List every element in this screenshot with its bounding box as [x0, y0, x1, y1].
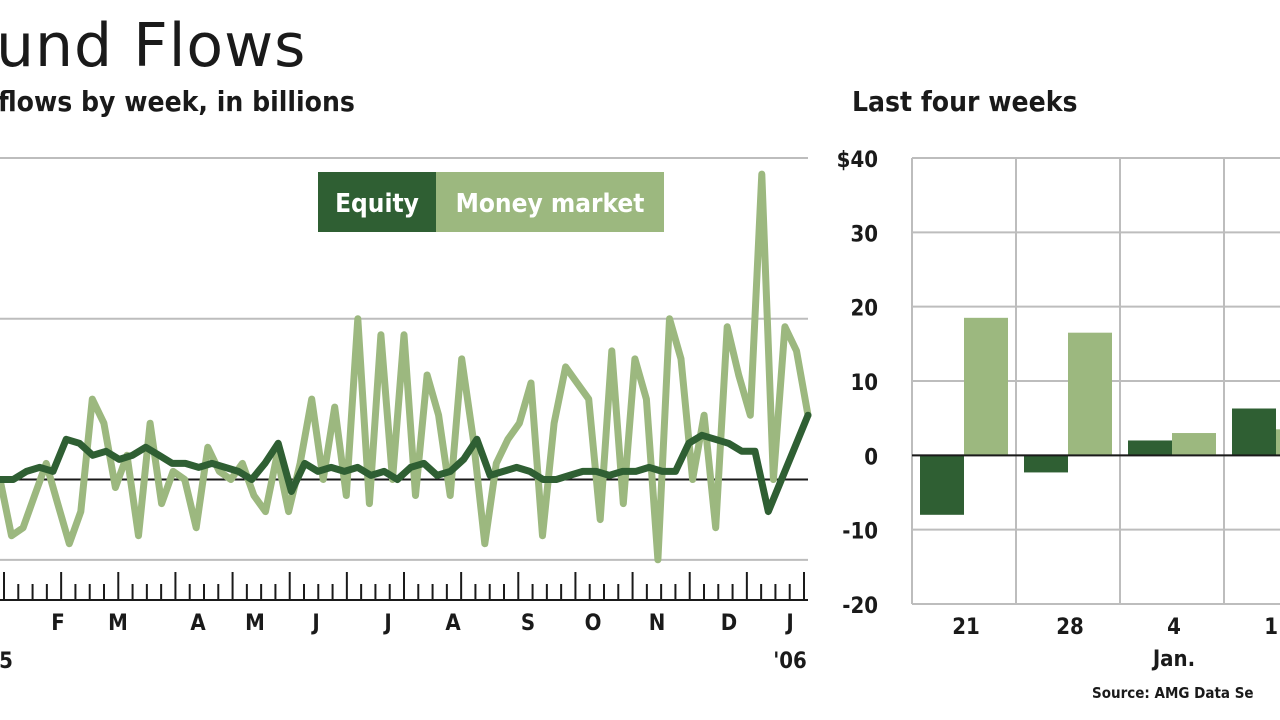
x-month-label: J: [784, 611, 793, 636]
x-category-label: 28: [1056, 615, 1084, 640]
x-month-label: M: [245, 611, 265, 636]
x-month-label: A: [445, 611, 461, 636]
x-category-sublabel: Jan.: [1151, 647, 1195, 672]
y-tick-label: $40: [837, 150, 878, 173]
y-tick-label: -10: [842, 520, 878, 545]
last-four-weeks-svg: -20 -10 0 10 20 30 $40 21 28 4 Jan. 11: [837, 150, 1280, 672]
y-tick-label: -20: [842, 594, 878, 619]
bar-equity: [920, 455, 964, 515]
chart-title: und Flows: [0, 11, 307, 81]
right-chart-subtitle: Last four weeks: [852, 85, 1078, 118]
x-category-label: 11: [1264, 615, 1280, 640]
y-tick-label: 30: [850, 222, 878, 247]
last-four-weeks-chart: -20 -10 0 10 20 30 $40 21 28 4 Jan. 11: [830, 150, 1280, 680]
x-month-label: S: [521, 611, 535, 636]
x-year-label: 5: [0, 649, 13, 674]
weekly-flows-chart: Equity Money market F M A M J J A S O N D J 5 '06: [0, 150, 830, 680]
bar-equity: [1128, 440, 1172, 456]
y-tick-label: 0: [864, 445, 878, 470]
legend-swatch-money-market: [436, 172, 664, 232]
x-month-label: M: [108, 611, 128, 636]
x-year-label: '06: [773, 649, 807, 674]
x-month-label: N: [649, 611, 666, 636]
x-month-label: D: [721, 611, 737, 636]
x-month-label: O: [585, 611, 602, 636]
legend-label-equity: Equity: [335, 189, 419, 219]
weekly-flows-svg: Equity Money market F M A M J J A S O N D J 5 '06: [0, 157, 812, 674]
bar-money-market: [1172, 433, 1216, 456]
left-chart-subtitle: flows by week, in billions: [0, 85, 355, 118]
x-month-label: J: [382, 611, 391, 636]
x-month-label: J: [310, 611, 319, 636]
series-line-money-market: [0, 170, 812, 564]
y-tick-label: 10: [850, 371, 878, 396]
legend-swatch-equity: [318, 172, 436, 232]
bar-money-market: [964, 317, 1008, 456]
bar-equity: [1232, 408, 1276, 456]
x-month-label: A: [190, 611, 206, 636]
bar-equity: [1024, 455, 1068, 473]
x-category-label: 4: [1167, 615, 1181, 640]
series-line-equity: [0, 411, 812, 516]
legend-label-money-market: Money market: [456, 189, 645, 219]
x-category-label: 21: [952, 615, 980, 640]
bar-money-market: [1276, 429, 1280, 456]
x-month-label: F: [51, 611, 65, 636]
bar-money-market: [1068, 332, 1112, 456]
source-note: Source: AMG Data Se: [1092, 684, 1254, 702]
y-tick-label: 20: [850, 297, 878, 322]
